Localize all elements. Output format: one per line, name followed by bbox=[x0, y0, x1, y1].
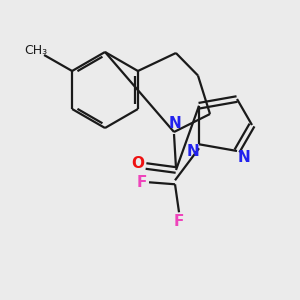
Text: N: N bbox=[169, 116, 182, 130]
Text: N: N bbox=[187, 144, 200, 159]
Text: N: N bbox=[238, 151, 250, 166]
Text: F: F bbox=[174, 214, 184, 229]
Text: O: O bbox=[131, 157, 145, 172]
Text: CH₃: CH₃ bbox=[25, 44, 48, 58]
Text: F: F bbox=[137, 175, 147, 190]
